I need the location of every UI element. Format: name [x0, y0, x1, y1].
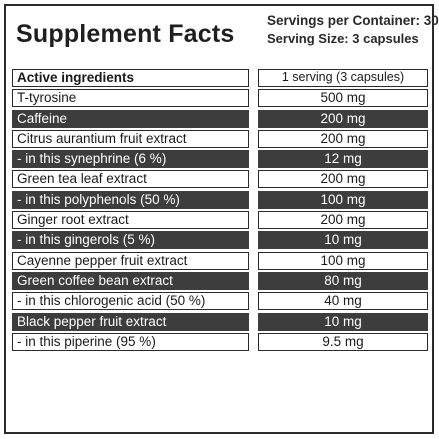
ingredient-name: Ginger root extract — [12, 211, 249, 230]
ingredient-amount: 80 mg — [258, 271, 428, 290]
ingredient-amount: 40 mg — [258, 292, 428, 311]
ingredient-name: - in this chlorogenic acid (50 %) — [12, 292, 249, 311]
serving-size: Serving Size: 3 capsules — [267, 31, 419, 46]
ingredient-amount: 200 mg — [258, 170, 428, 189]
ingredient-amount: 100 mg — [258, 251, 428, 270]
ingredient-name: - in this synephrine (6 %) — [12, 150, 249, 169]
table-row: Green tea leaf extract 200 mg — [6, 169, 432, 189]
ingredients-table: Active ingredients 1 serving (3 capsules… — [6, 68, 432, 352]
ingredient-name: - in this gingerols (5 %) — [12, 231, 249, 250]
ingredient-name: Caffeine — [12, 109, 249, 128]
table-row: Citrus aurantium fruit extract 200 mg — [6, 129, 432, 149]
ingredient-amount: 10 mg — [258, 231, 428, 250]
ingredient-amount: 500 mg — [258, 89, 428, 108]
ingredient-amount: 200 mg — [258, 109, 428, 128]
table-row: Green coffee bean extract 80 mg — [6, 271, 432, 291]
serving-info: Servings per Container: 30 Serving Size:… — [267, 12, 439, 48]
ingredient-name: - in this piperine (95 %) — [12, 332, 249, 351]
ingredient-name: Cayenne pepper fruit extract — [12, 251, 249, 270]
table-row: - in this gingerols (5 %) 10 mg — [6, 230, 432, 250]
ingredient-name: - in this polyphenols (50 %) — [12, 190, 249, 209]
ingredient-name: Green tea leaf extract — [12, 170, 249, 189]
table-row: Caffeine 200 mg — [6, 109, 432, 129]
column-header-ingredients: Active ingredients — [12, 69, 249, 87]
supplement-facts-panel: Supplement Facts Servings per Container:… — [4, 4, 439, 434]
ingredient-amount: 10 mg — [258, 312, 428, 331]
table-row: Ginger root extract 200 mg — [6, 210, 432, 230]
table-row: - in this piperine (95 %) 9.5 mg — [6, 332, 432, 352]
table-header-row: Active ingredients 1 serving (3 capsules… — [6, 68, 432, 88]
ingredient-amount: 100 mg — [258, 190, 428, 209]
panel-header: Supplement Facts Servings per Container:… — [6, 6, 439, 66]
ingredient-amount: 200 mg — [258, 211, 428, 230]
ingredient-name: Citrus aurantium fruit extract — [12, 129, 249, 148]
ingredient-name: Green coffee bean extract — [12, 271, 249, 290]
servings-per-container: Servings per Container: 30 — [267, 13, 439, 28]
table-row: - in this synephrine (6 %) 12 mg — [6, 149, 432, 169]
panel-title: Supplement Facts — [16, 20, 235, 48]
table-row: T-tyrosine 500 mg — [6, 88, 432, 108]
column-header-serving: 1 serving (3 capsules) — [258, 69, 428, 87]
ingredient-amount: 200 mg — [258, 129, 428, 148]
table-row: Black pepper fruit extract 10 mg — [6, 312, 432, 332]
table-row: - in this polyphenols (50 %) 100 mg — [6, 190, 432, 210]
ingredient-amount: 9.5 mg — [258, 332, 428, 351]
table-row: Cayenne pepper fruit extract 100 mg — [6, 251, 432, 271]
ingredient-name: T-tyrosine — [12, 89, 249, 108]
ingredient-name: Black pepper fruit extract — [12, 312, 249, 331]
ingredient-amount: 12 mg — [258, 150, 428, 169]
table-row: - in this chlorogenic acid (50 %) 40 mg — [6, 291, 432, 311]
